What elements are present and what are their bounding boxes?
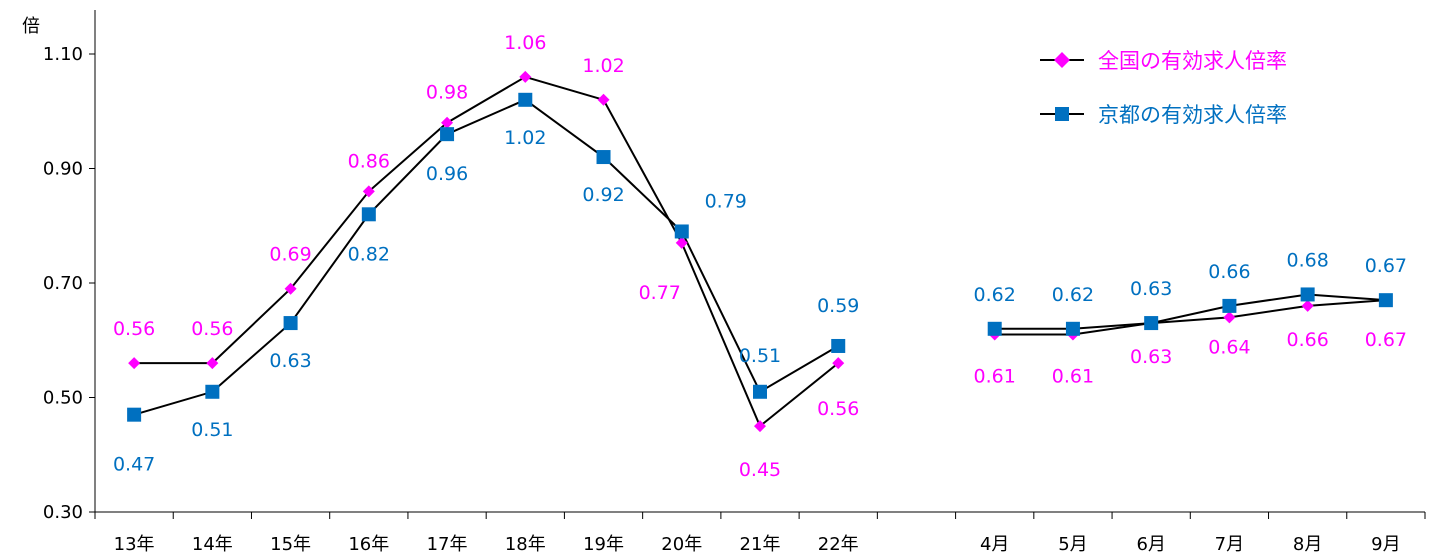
square-point [127, 407, 142, 422]
square-point [674, 224, 689, 239]
x-tick-label: 13年 [114, 534, 155, 555]
square-point [361, 207, 376, 222]
data-label: 0.56 [113, 318, 155, 340]
data-label: 1.02 [582, 55, 624, 77]
square-point [1065, 321, 1080, 336]
series-lines [133, 75, 1386, 428]
data-label: 1.06 [504, 32, 546, 54]
series-markers [127, 70, 1393, 433]
data-label: 0.79 [705, 190, 747, 212]
data-label: 0.59 [817, 295, 859, 317]
square-point [596, 150, 611, 165]
data-label: 0.51 [191, 419, 233, 441]
data-label: 0.98 [426, 82, 468, 104]
square-point [518, 92, 533, 107]
data-label: 0.66 [1286, 329, 1328, 351]
diamond-point [832, 357, 845, 370]
y-tick-label: 0.30 [43, 502, 83, 523]
data-label: 0.64 [1208, 336, 1250, 358]
data-label: 0.56 [817, 398, 859, 420]
x-tick-label: 9月 [1371, 534, 1400, 555]
diamond-point [441, 116, 454, 129]
diamond-point [754, 420, 766, 433]
x-tick-label: 15年 [270, 534, 311, 555]
diamond-point [128, 357, 141, 370]
x-tick-label: 20年 [661, 534, 702, 555]
data-label: 0.61 [1052, 366, 1094, 388]
y-tick-label: 0.70 [43, 273, 83, 294]
x-tick-label: 19年 [583, 534, 624, 555]
diamond-point [362, 185, 375, 198]
legend-label-kyoto: 京都の有効求人倍率 [1098, 103, 1287, 127]
legend-item-national: 全国の有効求人倍率 [1040, 49, 1287, 73]
data-label: 0.96 [426, 163, 468, 185]
x-tick-label: 22年 [818, 534, 859, 555]
data-label: 0.62 [1052, 284, 1094, 306]
square-point [1222, 298, 1237, 313]
data-label: 1.02 [504, 127, 546, 149]
data-label: 0.67 [1365, 255, 1407, 277]
square-point [1378, 293, 1393, 308]
square-point [831, 338, 846, 353]
data-label: 0.56 [191, 318, 233, 340]
data-label: 0.67 [1365, 329, 1407, 351]
data-label: 0.45 [739, 459, 781, 481]
square-point [440, 127, 455, 142]
data-label: 0.47 [113, 454, 155, 476]
series-line-0 [134, 75, 839, 428]
data-label: 0.66 [1208, 261, 1250, 283]
square-point [1144, 316, 1159, 331]
x-tick-label: 7月 [1215, 534, 1244, 555]
diamond-marker-icon [1054, 52, 1070, 68]
y-tick-label: 0.90 [43, 159, 83, 180]
x-tick-label: 14年 [192, 534, 233, 555]
data-label: 0.63 [269, 350, 311, 372]
diamond-point [1301, 299, 1314, 312]
data-label: 0.62 [974, 284, 1016, 306]
axes: 0.30 0.50 0.70 0.90 1.10 13年 14年 15年 16年 17年 18年 19… [43, 10, 1426, 555]
diamond-point [675, 236, 688, 249]
x-tick-label: 21年 [740, 534, 781, 555]
square-point [753, 384, 767, 399]
y-tick-label: 0.50 [43, 388, 83, 409]
x-tick-label: 18年 [505, 534, 546, 555]
x-tick-label: 5月 [1058, 534, 1087, 555]
series-line-1 [133, 98, 839, 416]
series-line-1 [994, 293, 1386, 330]
data-label: 0.61 [974, 366, 1016, 388]
data-label: 0.86 [348, 150, 390, 172]
square-point [1300, 287, 1315, 302]
diamond-point [284, 282, 297, 295]
square-point [205, 384, 220, 399]
diamond-point [206, 357, 219, 370]
legend: 全国の有効求人倍率 京都の有効求人倍率 [1040, 49, 1287, 127]
data-label: 0.63 [1130, 278, 1172, 300]
data-label: 0.51 [739, 345, 781, 367]
diamond-point [519, 70, 532, 83]
data-label: 0.68 [1286, 249, 1328, 271]
x-tick-label: 8月 [1293, 534, 1322, 555]
diamond-point [597, 93, 610, 106]
data-labels: 0.56 0.56 0.69 0.86 0.98 1.06 1.02 0.77 0.45 0.56… [113, 32, 1407, 481]
square-point [987, 321, 1002, 336]
data-label: 0.69 [269, 244, 311, 266]
x-tick-label: 16年 [348, 534, 389, 555]
square-marker-icon [1055, 107, 1069, 121]
y-tick-label: 1.10 [43, 44, 83, 65]
diamond-point [1223, 311, 1236, 324]
legend-item-kyoto: 京都の有効求人倍率 [1040, 103, 1287, 127]
legend-label-national: 全国の有効求人倍率 [1098, 49, 1287, 73]
data-label: 0.63 [1130, 346, 1172, 368]
data-label: 0.92 [582, 184, 624, 206]
x-tick-label: 6月 [1136, 534, 1165, 555]
data-label: 0.77 [639, 282, 681, 304]
y-axis-unit: 倍 [22, 16, 40, 37]
x-tick-label: 4月 [980, 534, 1009, 555]
square-point [283, 316, 298, 331]
data-label: 0.82 [348, 243, 390, 265]
series-line-0 [994, 299, 1386, 336]
x-tick-label: 17年 [427, 534, 468, 555]
